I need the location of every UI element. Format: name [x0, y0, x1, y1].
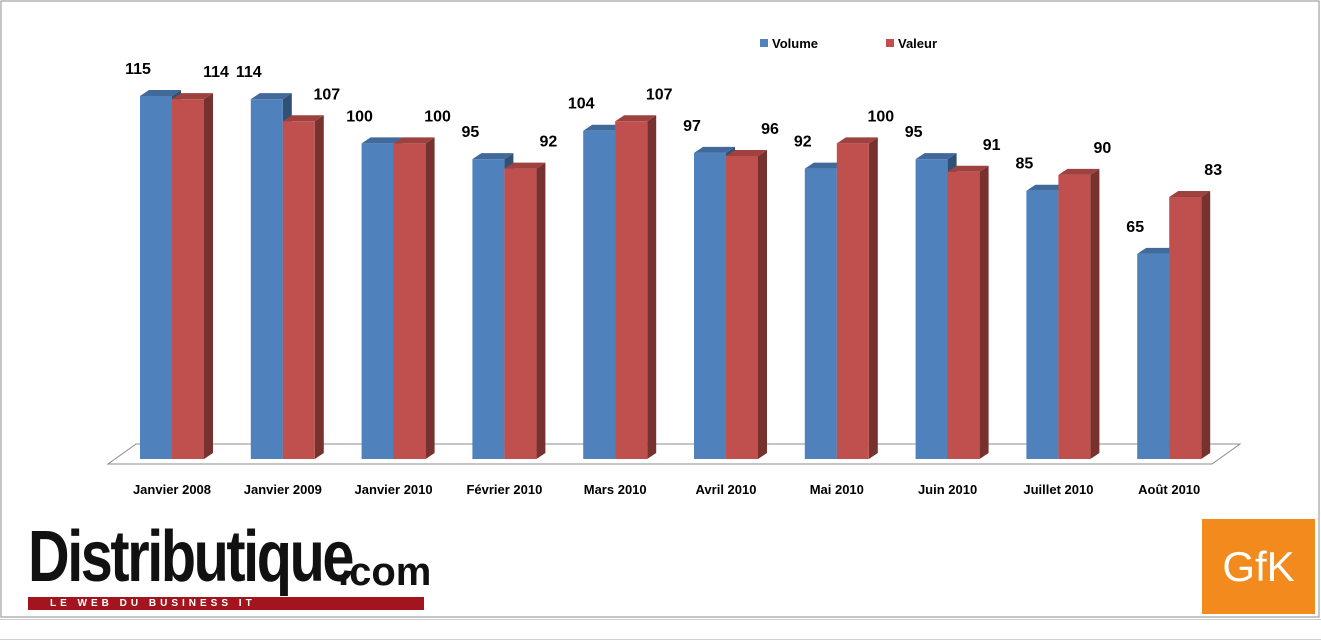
chart-frame	[0, 0, 1320, 618]
data-label-valeur: 91	[983, 137, 1001, 154]
category-label: Janvier 2010	[355, 482, 433, 497]
bar-top-valeur	[172, 93, 213, 100]
category-label: Mai 2010	[810, 482, 864, 497]
bar-volume	[1137, 253, 1170, 459]
bar-top-valeur	[1058, 168, 1100, 175]
legend-swatch-volume	[760, 39, 768, 47]
bar-top-volume	[583, 124, 625, 131]
bar-top-valeur	[282, 115, 324, 122]
bars-group	[140, 90, 1211, 460]
bar-top-valeur	[1169, 191, 1211, 198]
bar-side-valeur	[314, 115, 324, 460]
gfk-logo: GfK	[1202, 519, 1315, 614]
category-label: Juillet 2010	[1023, 482, 1093, 497]
data-label-volume: 114	[236, 64, 262, 81]
legend-label-volume: Volume	[772, 36, 818, 51]
category-label: Avril 2010	[696, 482, 757, 497]
bar-side-valeur	[1090, 168, 1100, 460]
category-label: Juin 2010	[918, 482, 977, 497]
category-label: Mars 2010	[584, 482, 647, 497]
distributique-logo: Distributique .com LE WEB DU BUSINESS IT	[28, 517, 432, 612]
bar-valeur	[1058, 174, 1091, 460]
category-label: Août 2010	[1138, 482, 1200, 497]
category-label: Février 2010	[466, 482, 542, 497]
bar-valeur	[836, 143, 869, 459]
data-label-valeur: 96	[761, 121, 779, 138]
data-label-valeur: 114	[203, 64, 229, 81]
bar-side-valeur	[979, 165, 989, 459]
bar-top-valeur	[947, 165, 989, 172]
bar-top-volume	[804, 162, 846, 169]
bar-valeur	[947, 171, 980, 459]
bar-valeur	[615, 121, 648, 460]
bar-side-valeur	[868, 137, 878, 459]
data-label-volume: 95	[462, 124, 480, 141]
data-label-volume: 95	[905, 124, 923, 141]
bar-side-valeur	[758, 149, 767, 459]
bar-top-volume	[472, 153, 514, 160]
bar-volume	[915, 159, 948, 459]
distributique-logo-bar	[28, 597, 424, 610]
data-label-valeur: 107	[646, 86, 673, 103]
bar-valeur	[726, 155, 758, 459]
data-label-valeur: 107	[313, 86, 340, 103]
bar-side-valeur	[647, 115, 657, 460]
bar-volume	[472, 159, 505, 459]
bar-volume	[140, 96, 172, 459]
data-label-volume: 85	[1016, 156, 1034, 173]
data-label-valeur: 100	[867, 108, 894, 125]
data-label-volume: 92	[794, 134, 812, 151]
bar-valeur	[282, 121, 315, 460]
gfk-logo-text: GfK	[1222, 542, 1295, 590]
legend-swatch-valeur	[886, 39, 894, 47]
data-label-volume: 100	[346, 108, 373, 125]
bar-side-valeur	[536, 162, 546, 459]
data-label-volume: 115	[125, 61, 151, 78]
bar-top-valeur	[726, 149, 767, 156]
bar-valeur	[172, 99, 204, 459]
bar-top-valeur	[615, 115, 657, 122]
bar-side-valeur	[425, 137, 435, 459]
data-label-valeur: 90	[1094, 140, 1112, 157]
bar-side-valeur	[204, 93, 213, 459]
data-label-valeur: 100	[424, 108, 451, 125]
bar-volume	[361, 143, 394, 459]
data-label-volume: 65	[1126, 219, 1144, 236]
sheet-gridline	[0, 619, 1321, 620]
bar-top-valeur	[504, 162, 546, 169]
bar-top-volume	[1026, 184, 1068, 191]
data-label-valeur: 83	[1204, 162, 1222, 179]
bar-top-volume	[361, 137, 403, 144]
data-label-volume: 104	[568, 96, 595, 113]
category-label: Janvier 2009	[244, 482, 322, 497]
bar-volume	[804, 168, 837, 459]
bar-top-volume	[694, 146, 735, 153]
bar-volume	[694, 152, 726, 460]
distributique-logo-suffix: .com	[338, 550, 432, 594]
bar-valeur	[504, 168, 537, 459]
bar-volume	[583, 130, 616, 459]
bar-top-volume	[140, 90, 181, 96]
bar-top-valeur	[836, 137, 878, 144]
bar-volume	[250, 99, 283, 459]
bar-volume	[1026, 190, 1059, 459]
bar-top-volume	[915, 153, 957, 160]
distributique-logo-word: Distributique	[28, 517, 354, 597]
category-label: Janvier 2008	[133, 482, 211, 497]
data-label-volume: 97	[683, 118, 701, 135]
bar-top-volume	[250, 93, 292, 100]
sheet-gridline	[0, 639, 1321, 640]
bar-top-volume	[1137, 247, 1179, 254]
distributique-logo-tagline: LE WEB DU BUSINESS IT	[50, 598, 256, 609]
bar-valeur	[393, 143, 426, 459]
bar-side-valeur	[1201, 191, 1211, 459]
bar-valeur	[1169, 197, 1202, 459]
bar-top-valeur	[393, 137, 435, 144]
legend-label-valeur: Valeur	[898, 36, 937, 51]
data-label-valeur: 92	[540, 134, 558, 151]
